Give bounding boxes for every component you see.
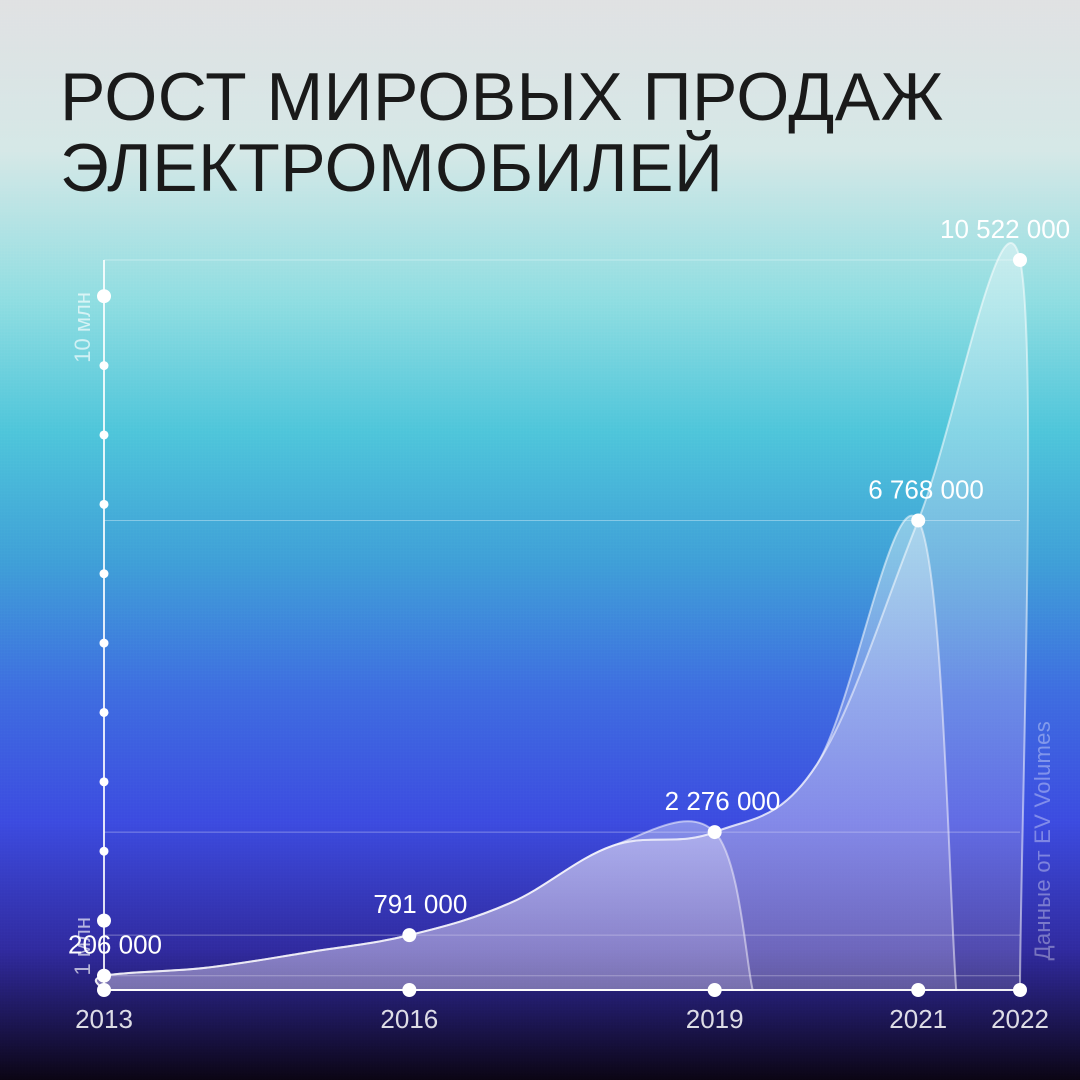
area-chart: 20132016201920212022206 000791 0002 276 … [60, 260, 1020, 1030]
svg-text:2 276 000: 2 276 000 [665, 786, 781, 816]
svg-text:6 768 000: 6 768 000 [868, 474, 984, 504]
y-axis-label: 1 млн [70, 917, 96, 975]
svg-text:2019: 2019 [686, 1004, 744, 1034]
svg-text:791 000: 791 000 [373, 889, 467, 919]
svg-text:10 522 000: 10 522 000 [940, 214, 1070, 244]
svg-text:2022: 2022 [991, 1004, 1049, 1034]
chart-title: РОСТ МИРОВЫХ ПРОДАЖ ЭЛЕКТРОМОБИЛЕЙ [60, 62, 944, 205]
data-credit: Данные от EV Volumes [1030, 721, 1056, 960]
svg-text:2021: 2021 [889, 1004, 947, 1034]
svg-text:2016: 2016 [380, 1004, 438, 1034]
y-axis-label: 10 млн [70, 292, 96, 363]
chart-svg: 20132016201920212022206 000791 0002 276 … [60, 260, 1020, 1030]
svg-text:2013: 2013 [75, 1004, 133, 1034]
